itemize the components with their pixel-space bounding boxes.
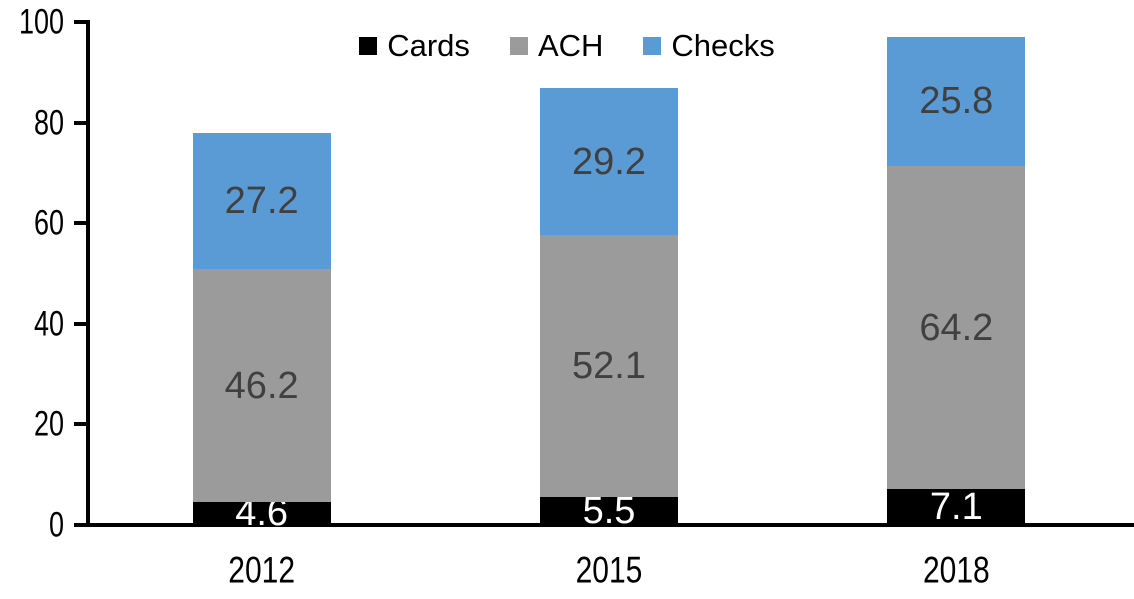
legend-label: Checks [671,28,775,63]
legend-swatch-icon [359,36,378,55]
legend: Cards ACH Checks [0,30,1134,61]
category-label: 2012 [228,549,296,591]
bar-segment-cards-2012: 4.6 [192,494,331,532]
legend-item-checks: Checks [643,28,775,63]
legend-label: Cards [387,28,470,63]
y-tick-label: 80 [33,103,64,143]
legend-label: ACH [537,28,604,63]
data-label: 25.8 [919,80,994,123]
data-label: 52.1 [572,345,646,388]
legend-swatch-icon [509,36,528,55]
y-tick-label: 20 [33,404,64,444]
bar-segment-ach-2012: 46.2 [192,269,331,502]
data-label: 64.2 [919,306,994,349]
x-axis [74,523,1134,527]
y-tick [74,221,87,226]
data-label: 46.2 [224,364,299,407]
y-axis [86,20,90,527]
data-label: 5.5 [582,490,636,533]
legend-swatch-icon [643,36,662,55]
y-tick [74,321,87,326]
data-label: 7.1 [929,486,983,529]
bar-segment-cards-2018: 7.1 [887,486,1026,529]
data-label: 27.2 [224,180,299,223]
category-label: 2015 [575,549,643,591]
bar-segment-ach-2015: 52.1 [540,235,678,498]
category-label: 2018 [922,549,990,591]
bar-segment-checks-2018: 25.8 [887,36,1026,167]
bar-segment-checks-2015: 29.2 [540,88,678,236]
bar-segment-cards-2015: 5.5 [540,492,678,530]
y-tick-label: 0 [48,505,64,545]
y-tick-label: 60 [33,203,64,243]
y-tick-label: 100 [18,2,64,42]
bar-segment-checks-2012: 27.2 [192,132,331,270]
y-tick [74,20,87,24]
legend-item-ach: ACH [509,28,604,63]
bar-segment-ach-2018: 64.2 [887,166,1026,490]
y-tick [74,120,87,125]
y-tick-label: 40 [33,304,64,344]
data-label: 29.2 [572,140,646,183]
y-tick [74,523,87,527]
legend-item-cards: Cards [359,30,470,61]
y-tick [74,422,87,427]
